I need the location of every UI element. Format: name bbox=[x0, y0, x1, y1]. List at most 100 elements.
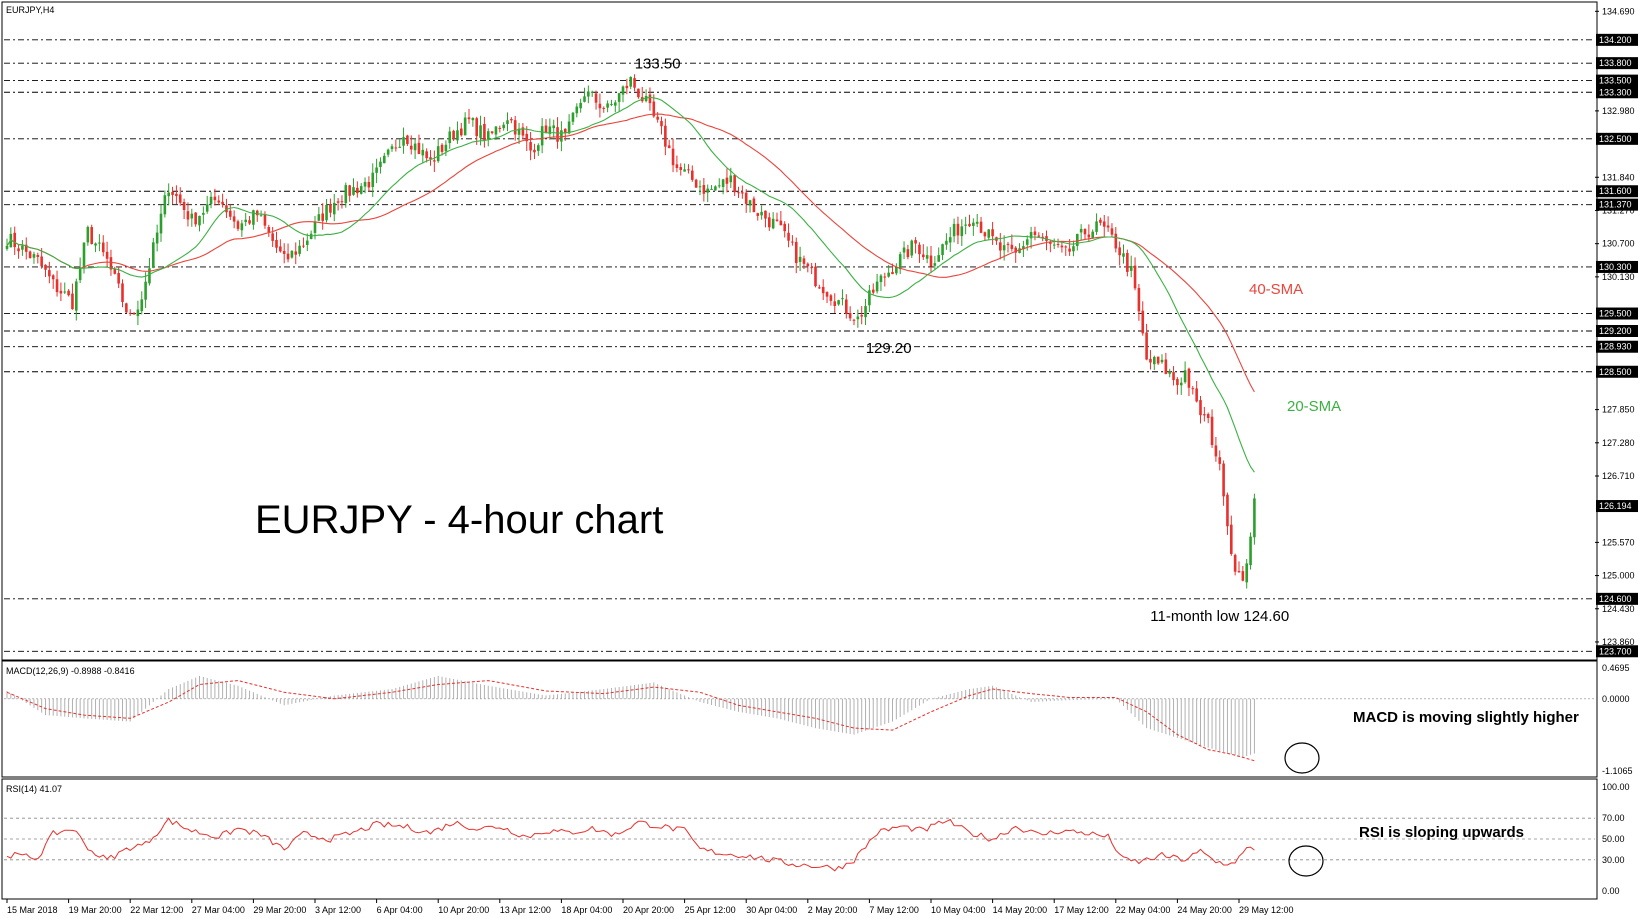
candle-body bbox=[356, 187, 359, 194]
candle-body bbox=[771, 218, 775, 229]
candle-body bbox=[829, 295, 833, 301]
candle-body bbox=[98, 242, 101, 244]
candlesticks bbox=[5, 74, 1256, 589]
macd-tick-label: 0.4695 bbox=[1602, 663, 1630, 673]
price-box-label: 133.500 bbox=[1599, 76, 1632, 86]
candle-body bbox=[1206, 414, 1210, 419]
candle-body bbox=[1022, 246, 1025, 250]
candle-body bbox=[879, 275, 883, 283]
time-tick-label: 29 Mar 20:00 bbox=[253, 905, 306, 915]
candle-body bbox=[1087, 234, 1091, 238]
moving-averages bbox=[6, 96, 1255, 473]
candle-body bbox=[48, 270, 51, 277]
candle-body bbox=[714, 186, 717, 191]
candle-body bbox=[1230, 524, 1233, 554]
candle-body bbox=[875, 281, 879, 292]
candle-body bbox=[425, 151, 428, 159]
candle-body bbox=[429, 157, 432, 160]
candle-body bbox=[694, 179, 698, 188]
candle-body bbox=[452, 130, 455, 140]
candle-body bbox=[721, 179, 725, 188]
candle-body bbox=[956, 223, 960, 236]
candle-body bbox=[1199, 400, 1202, 416]
time-tick-label: 27 Mar 04:00 bbox=[192, 905, 245, 915]
price-box bbox=[1596, 340, 1638, 353]
candle-body bbox=[918, 244, 921, 255]
candle-body bbox=[267, 226, 271, 233]
candle-body bbox=[275, 240, 278, 248]
candle-body bbox=[1079, 228, 1083, 233]
price-box bbox=[1596, 325, 1638, 337]
price-tick-label: 134.690 bbox=[1602, 6, 1635, 16]
macd-highlight-circle bbox=[1284, 742, 1320, 774]
candle-body bbox=[1091, 231, 1094, 238]
candle-body bbox=[155, 232, 159, 244]
candle-body bbox=[1018, 248, 1021, 253]
candle-body bbox=[556, 127, 559, 142]
candle-body bbox=[1129, 265, 1133, 271]
candle-body bbox=[90, 227, 93, 244]
price-box-label: 130.300 bbox=[1599, 262, 1632, 272]
candle-body bbox=[929, 255, 933, 267]
candle-body bbox=[922, 254, 925, 258]
price-box-label: 128.930 bbox=[1599, 342, 1632, 352]
candle-body bbox=[891, 272, 894, 275]
candle-body bbox=[271, 233, 274, 241]
candle-body bbox=[229, 210, 232, 217]
time-tick-label: 15 Mar 2018 bbox=[7, 905, 58, 915]
candle-body bbox=[317, 214, 321, 221]
candle-body bbox=[1106, 225, 1110, 228]
candle-body bbox=[1210, 416, 1214, 445]
price-tick-label: 125.570 bbox=[1602, 537, 1635, 547]
candle-body bbox=[479, 125, 482, 138]
candle-body bbox=[383, 155, 386, 164]
candle-body bbox=[194, 212, 197, 225]
candle-body bbox=[560, 130, 563, 142]
candle-body bbox=[667, 145, 671, 149]
price-box-label: 129.500 bbox=[1599, 309, 1632, 319]
candle-body bbox=[748, 200, 752, 206]
candle-body bbox=[232, 216, 236, 222]
candle-body bbox=[1064, 246, 1068, 248]
candle-body bbox=[163, 195, 167, 215]
price-box-label: 124.600 bbox=[1599, 594, 1632, 604]
price-box bbox=[1596, 33, 1638, 46]
candle-body bbox=[502, 124, 505, 129]
rsi-levels bbox=[4, 817, 1595, 861]
candle-body bbox=[979, 221, 983, 233]
candle-body bbox=[263, 214, 267, 226]
candle-body bbox=[660, 120, 663, 127]
candle-body bbox=[525, 133, 529, 142]
candle-body bbox=[852, 319, 856, 321]
sma40-line bbox=[6, 113, 1255, 393]
candle-body bbox=[544, 125, 548, 134]
candle-body bbox=[975, 221, 979, 224]
candle-body bbox=[675, 164, 679, 168]
candle-body bbox=[1233, 554, 1237, 572]
chart-title: EURJPY - 4-hour chart bbox=[255, 498, 663, 542]
price-box-label: 129.200 bbox=[1599, 326, 1632, 336]
price-box-label: 132.500 bbox=[1599, 134, 1632, 144]
rsi-tick-label: 70.00 bbox=[1602, 813, 1625, 823]
price-box bbox=[1596, 198, 1638, 211]
candle-body bbox=[279, 246, 282, 252]
candle-body bbox=[386, 149, 390, 155]
candle-body bbox=[94, 243, 97, 246]
candle-body bbox=[633, 78, 636, 88]
time-tick-label: 3 Apr 12:00 bbox=[315, 905, 361, 915]
candle-body bbox=[964, 224, 967, 226]
time-tick-label: 13 Apr 12:00 bbox=[500, 905, 551, 915]
price-box bbox=[1596, 500, 1638, 513]
candle-body bbox=[240, 223, 244, 231]
macd-tick-label: -1.1065 bbox=[1602, 766, 1633, 776]
candle-body bbox=[614, 102, 617, 106]
price-tick-label: 126.710 bbox=[1602, 471, 1635, 481]
candle-body bbox=[498, 127, 502, 129]
candle-body bbox=[1253, 498, 1256, 538]
candle-body bbox=[313, 221, 317, 233]
candle-body bbox=[282, 250, 286, 254]
price-box bbox=[1596, 86, 1638, 99]
symbol-title: EURJPY,H4 bbox=[6, 5, 54, 15]
candle-body bbox=[1156, 356, 1160, 364]
